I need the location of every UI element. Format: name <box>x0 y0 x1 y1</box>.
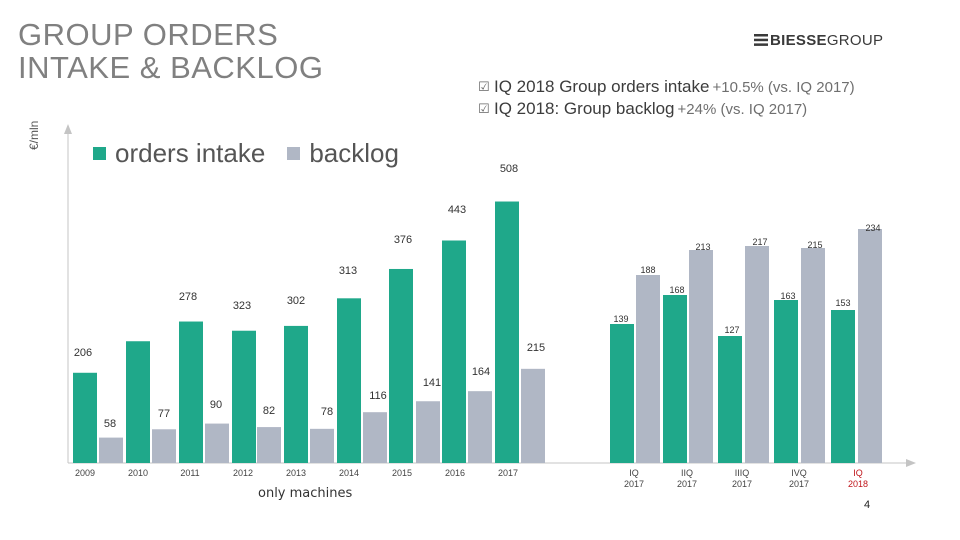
data-label-backlog: 215 <box>527 342 545 354</box>
bar-orders-intake <box>663 295 687 463</box>
page-number: 4 <box>864 499 871 511</box>
data-label-backlog: 77 <box>158 408 170 420</box>
x-tick-label: IIIQ 2017 <box>732 468 752 489</box>
legend-label-orders: orders intake <box>115 138 266 168</box>
bar-backlog <box>801 248 825 463</box>
data-label-backlog: 82 <box>263 405 275 417</box>
bar-backlog <box>205 423 229 463</box>
x-tick-label: IIQ 2017 <box>677 468 697 489</box>
bar-backlog <box>689 250 713 463</box>
data-label-orders: 508 <box>500 163 518 175</box>
bar-backlog <box>310 428 334 463</box>
highlight-orders: ☑ IQ 2018 Group orders intake +10.5% (vs… <box>478 76 855 98</box>
x-tick-label: 2009 <box>75 468 95 478</box>
logo-stripes-icon <box>754 34 768 46</box>
x-tick-label: 2010 <box>128 468 148 478</box>
bar-backlog <box>521 368 545 463</box>
bar-backlog <box>416 401 440 463</box>
checkbox-icon: ☑ <box>478 79 490 94</box>
data-label-backlog: 164 <box>472 366 490 378</box>
legend-item-orders: orders intake <box>93 138 265 169</box>
data-label-orders: 302 <box>287 295 305 307</box>
x-tick-label: 2016 <box>445 468 465 478</box>
y-axis-arrow-icon <box>64 124 72 134</box>
data-label-backlog: 141 <box>423 377 441 389</box>
bar-orders-intake <box>389 268 413 463</box>
x-tick-label: 2011 <box>180 468 199 478</box>
highlight-backlog-text: IQ 2018: Group backlog <box>494 99 675 118</box>
bar-orders-intake <box>831 310 855 463</box>
bar-orders-intake <box>774 300 798 463</box>
x-axis-arrow-icon <box>906 459 916 467</box>
data-label-orders: 278 <box>179 291 197 303</box>
legend-label-backlog: backlog <box>309 138 399 168</box>
highlights-list: ☑ IQ 2018 Group orders intake +10.5% (vs… <box>478 76 855 120</box>
data-label-orders: 206 <box>74 347 92 359</box>
data-label-backlog: 215 <box>807 240 822 250</box>
data-label-backlog: 234 <box>865 223 880 233</box>
data-label-orders: 153 <box>835 298 850 308</box>
data-label-backlog: 78 <box>321 406 333 418</box>
data-label-orders: 313 <box>339 265 357 277</box>
highlight-orders-change: +10.5% (vs. IQ 2017) <box>712 78 855 96</box>
data-label-orders: 139 <box>613 314 628 324</box>
data-label-backlog: 58 <box>104 418 116 430</box>
data-label-backlog: 90 <box>210 399 222 411</box>
page-title: GROUP ORDERS INTAKE & BACKLOG <box>18 17 324 85</box>
data-label-orders: 127 <box>724 325 739 335</box>
x-tick-label: 2012 <box>233 468 253 478</box>
footnote-only-machines: only machines <box>258 486 353 501</box>
bar-orders-intake <box>284 325 308 463</box>
data-label-orders: 443 <box>448 204 466 216</box>
biesse-group-logo: BIESSE GROUP <box>754 30 883 50</box>
bar-backlog <box>99 437 123 463</box>
chart-legend: orders intake backlog <box>93 138 421 169</box>
data-label-backlog: 213 <box>695 242 710 252</box>
legend-item-backlog: backlog <box>287 138 399 169</box>
bar-orders-intake <box>718 336 742 463</box>
data-label-orders: 168 <box>669 285 684 295</box>
data-label-backlog: 217 <box>752 237 767 247</box>
data-label-orders: 163 <box>780 291 795 301</box>
x-tick-label: IQ 2018 <box>848 468 868 489</box>
x-tick-label: 2017 <box>498 468 518 478</box>
bar-backlog <box>257 427 281 463</box>
bar-orders-intake <box>495 201 519 463</box>
bar-orders-intake <box>337 298 361 463</box>
data-label-orders: 376 <box>394 234 412 246</box>
bar-orders-intake <box>179 321 203 463</box>
x-tick-label: 2014 <box>339 468 359 478</box>
logo-brand-light: GROUP <box>826 31 884 49</box>
highlight-orders-text: IQ 2018 Group orders intake <box>494 77 710 96</box>
bar-backlog <box>858 229 882 463</box>
bar-orders-intake <box>126 341 150 463</box>
highlight-backlog-change: +24% (vs. IQ 2017) <box>677 100 808 118</box>
highlight-backlog: ☑ IQ 2018: Group backlog +24% (vs. IQ 20… <box>478 98 855 120</box>
data-label-orders: 323 <box>233 300 251 312</box>
bar-orders-intake <box>610 324 634 463</box>
bar-backlog <box>468 391 492 463</box>
data-label-backlog: 116 <box>369 390 387 402</box>
bar-backlog <box>152 429 176 463</box>
bar-orders-intake <box>73 372 97 463</box>
x-tick-label: 2013 <box>286 468 306 478</box>
legend-swatch-backlog <box>287 147 301 160</box>
bar-orders-intake <box>442 240 466 463</box>
x-tick-label: IVQ 2017 <box>789 468 809 489</box>
bar-backlog <box>636 275 660 463</box>
checkbox-icon: ☑ <box>478 101 490 116</box>
data-label-backlog: 188 <box>640 265 655 275</box>
x-tick-label: IQ 2017 <box>624 468 644 489</box>
bar-backlog <box>363 412 387 463</box>
bar-backlog <box>745 246 769 463</box>
legend-swatch-orders <box>93 147 106 160</box>
bar-orders-intake <box>232 330 256 463</box>
logo-brand-bold: BIESSE <box>770 31 827 49</box>
x-tick-label: 2015 <box>392 468 412 478</box>
